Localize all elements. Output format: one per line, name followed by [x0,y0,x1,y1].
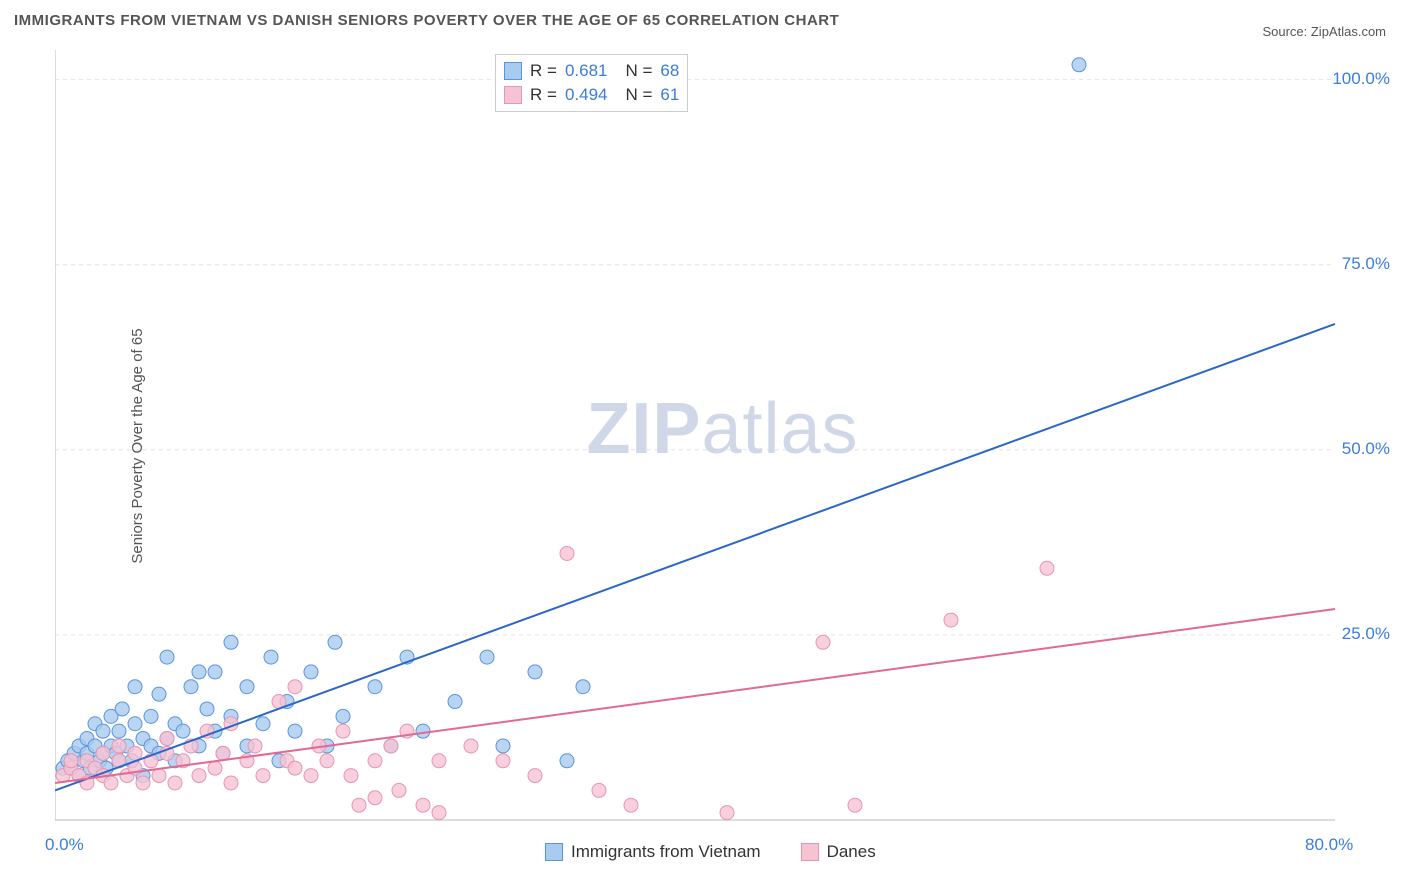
legend-r-label: R = [530,85,557,105]
legend-swatch [801,843,819,861]
legend-r-value: 0.494 [565,85,608,105]
legend-n-label: N = [625,85,652,105]
legend-series-label: Danes [827,842,876,862]
plot-area [55,50,1390,840]
legend-series-label: Immigrants from Vietnam [571,842,761,862]
legend-swatch [504,62,522,80]
x-tick-label: 0.0% [45,835,84,855]
legend-series-item: Immigrants from Vietnam [545,842,761,862]
chart-title: IMMIGRANTS FROM VIETNAM VS DANISH SENIOR… [14,12,839,29]
legend-swatch [504,86,522,104]
legend-series-item: Danes [801,842,876,862]
y-tick-label: 50.0% [1342,439,1390,459]
correlation-legend: R = 0.681 N = 68 R = 0.494 N = 61 [495,54,688,112]
scatter-chart: ZIPatlas R =0.681N =68R =0.494N =61 Immi… [55,50,1390,840]
legend-corr-row: R = 0.681 N = 68 [504,59,679,83]
legend-corr-row: R = 0.494 N = 61 [504,83,679,107]
legend-r-value: 0.681 [565,61,608,81]
x-tick-label: 80.0% [1305,835,1353,855]
legend-n-value: 68 [660,61,679,81]
legend-r-label: R = [530,61,557,81]
legend-n-label: N = [625,61,652,81]
y-tick-label: 100.0% [1332,69,1390,89]
source-attribution: Source: ZipAtlas.com [1262,24,1386,39]
legend-swatch [545,843,563,861]
y-tick-label: 75.0% [1342,254,1390,274]
legend-n-value: 61 [660,85,679,105]
y-tick-label: 25.0% [1342,624,1390,644]
series-legend: Immigrants from Vietnam Danes [545,842,876,862]
